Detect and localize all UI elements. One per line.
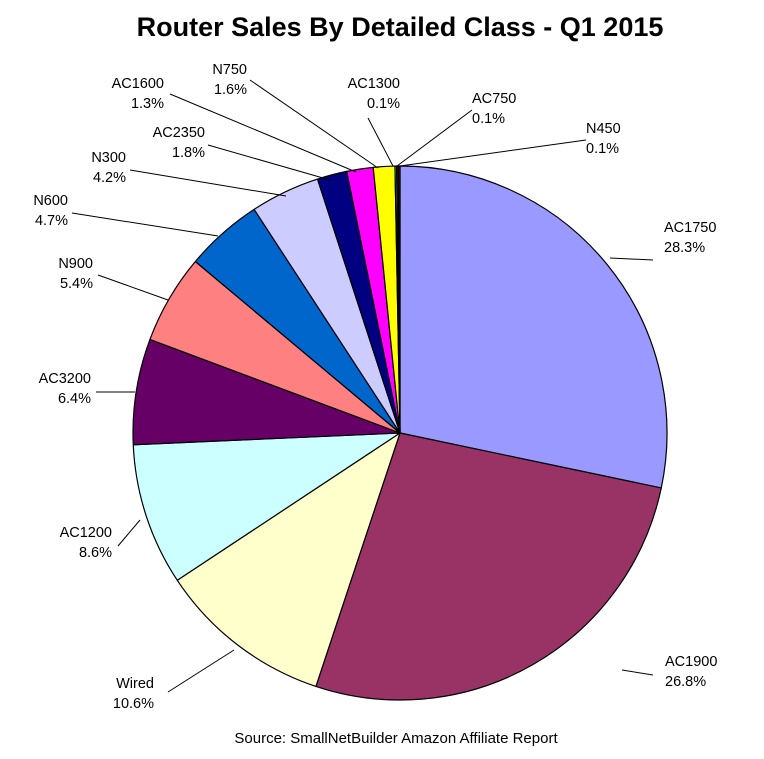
pie-slices <box>132 165 668 701</box>
label-name-n450: N450 <box>586 121 621 137</box>
label-value-ac2350: 1.8% <box>172 145 205 161</box>
leader-line-ac1200 <box>117 519 141 547</box>
label-ac2350: AC2350 1.8% <box>153 125 206 161</box>
label-ac3200: AC3200 6.4% <box>39 371 92 407</box>
leader-line-wired <box>167 649 235 693</box>
slice-wired <box>176 432 401 688</box>
label-value-ac3200: 6.4% <box>58 391 91 407</box>
leader-line-n450 <box>399 139 587 167</box>
label-value-n450: 0.1% <box>586 141 619 157</box>
label-name-ac1600: AC1600 <box>112 76 164 92</box>
label-value-ac1750: 28.3% <box>664 240 705 256</box>
label-n750: N750 1.6% <box>212 62 247 98</box>
leader-line-ac1600 <box>169 93 357 173</box>
chart-title: Router Sales By Detailed Class - Q1 2015 <box>137 12 664 42</box>
label-name-n600: N600 <box>33 193 68 209</box>
label-value-wired: 10.6% <box>113 696 154 712</box>
leader-line-ac750 <box>396 109 473 167</box>
label-name-ac1750: AC1750 <box>664 220 716 236</box>
leader-line-n300 <box>129 169 287 197</box>
label-value-ac1900: 26.8% <box>665 674 706 690</box>
label-name-ac2350: AC2350 <box>153 125 205 141</box>
label-name-wired: Wired <box>116 676 154 692</box>
slice-ac1900 <box>315 432 662 701</box>
leader-line-ac1300 <box>367 117 394 167</box>
label-name-n900: N900 <box>58 256 93 272</box>
label-name-ac1200: AC1200 <box>60 525 112 541</box>
label-name-ac1300: AC1300 <box>348 76 400 92</box>
label-n300: N300 4.2% <box>91 150 126 186</box>
label-value-n600: 4.7% <box>35 213 68 229</box>
leader-line-n750 <box>249 79 379 169</box>
label-ac1300: AC1300 0.1% <box>348 76 401 112</box>
chart-source: Source: SmallNetBuilder Amazon Affiliate… <box>234 730 558 747</box>
label-name-n300: N300 <box>91 150 126 166</box>
label-value-ac1600: 1.3% <box>131 96 164 112</box>
leader-line-n900 <box>97 274 169 301</box>
leader-line-ac2350 <box>207 144 331 181</box>
label-value-ac750: 0.1% <box>472 111 505 127</box>
leader-line-ac1750 <box>609 257 654 261</box>
label-name-ac3200: AC3200 <box>39 371 91 387</box>
slice-ac1200 <box>132 432 401 581</box>
label-value-ac1200: 8.6% <box>79 545 112 561</box>
leader-line-n600 <box>71 212 219 237</box>
label-value-n900: 5.4% <box>60 276 93 292</box>
label-ac750: AC750 0.1% <box>472 91 516 127</box>
label-ac1900: AC1900 26.8% <box>665 654 717 690</box>
leader-line-ac1900 <box>621 669 654 676</box>
label-name-ac750: AC750 <box>472 91 516 107</box>
label-ac1600: AC1600 1.3% <box>112 76 165 112</box>
label-value-n750: 1.6% <box>214 82 247 98</box>
label-wired: Wired 10.6% <box>113 676 154 712</box>
label-name-ac1900: AC1900 <box>665 654 717 670</box>
leader-lines <box>71 79 654 693</box>
label-name-n750: N750 <box>212 62 247 78</box>
label-n450: N450 0.1% <box>586 121 621 157</box>
label-n900: N900 5.4% <box>58 256 93 292</box>
slice-labels: AC1750 28.3% AC1900 26.8% Wired 10.6% AC1200 8.… <box>33 62 717 712</box>
slice-ac1750 <box>399 165 668 489</box>
label-value-n300: 4.2% <box>93 170 126 186</box>
slice-n450 <box>397 165 401 434</box>
label-value-ac1300: 0.1% <box>367 96 400 112</box>
label-n600: N600 4.7% <box>33 193 68 229</box>
label-ac1750: AC1750 28.3% <box>664 220 716 256</box>
label-ac1200: AC1200 8.6% <box>60 525 113 561</box>
